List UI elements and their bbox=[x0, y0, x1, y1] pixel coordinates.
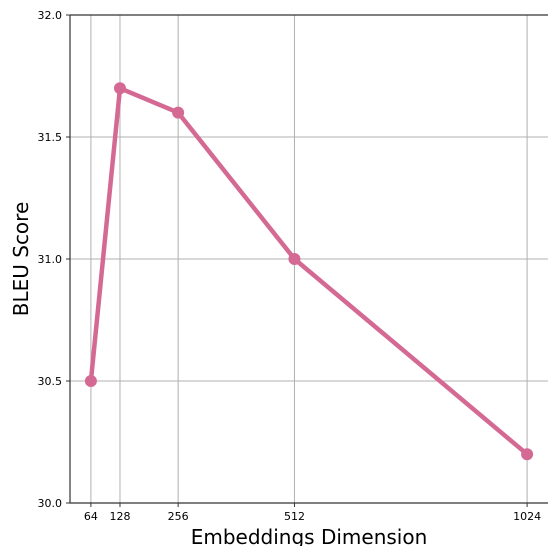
data-point bbox=[84, 375, 97, 387]
data-point bbox=[113, 82, 126, 95]
y-tick-label: 30.5 bbox=[38, 375, 63, 388]
y-tick-label: 32.0 bbox=[38, 9, 63, 22]
x-tick-label: 1024 bbox=[513, 510, 541, 523]
data-point bbox=[172, 106, 185, 119]
series-layer bbox=[84, 82, 534, 461]
y-tick-label: 31.5 bbox=[38, 131, 63, 144]
x-axis-ticks: 64 128 256 512 1024 bbox=[84, 503, 541, 523]
y-tick-label: 30.0 bbox=[38, 497, 63, 510]
y-tick-label: 31.0 bbox=[38, 253, 63, 266]
grid bbox=[70, 14, 548, 504]
x-tick-label: 256 bbox=[168, 510, 189, 523]
series-line bbox=[88, 85, 530, 457]
data-point bbox=[521, 448, 534, 461]
data-point bbox=[288, 253, 301, 265]
x-axis-label: Embeddings Dimension bbox=[191, 525, 428, 546]
x-tick-label: 512 bbox=[284, 510, 305, 523]
y-axis-ticks: 30.0 30.5 31.0 31.5 32.0 bbox=[38, 9, 70, 510]
x-tick-label: 128 bbox=[109, 510, 130, 523]
y-axis-label: BLEU Score bbox=[9, 202, 33, 317]
x-tick-label: 64 bbox=[84, 510, 98, 523]
